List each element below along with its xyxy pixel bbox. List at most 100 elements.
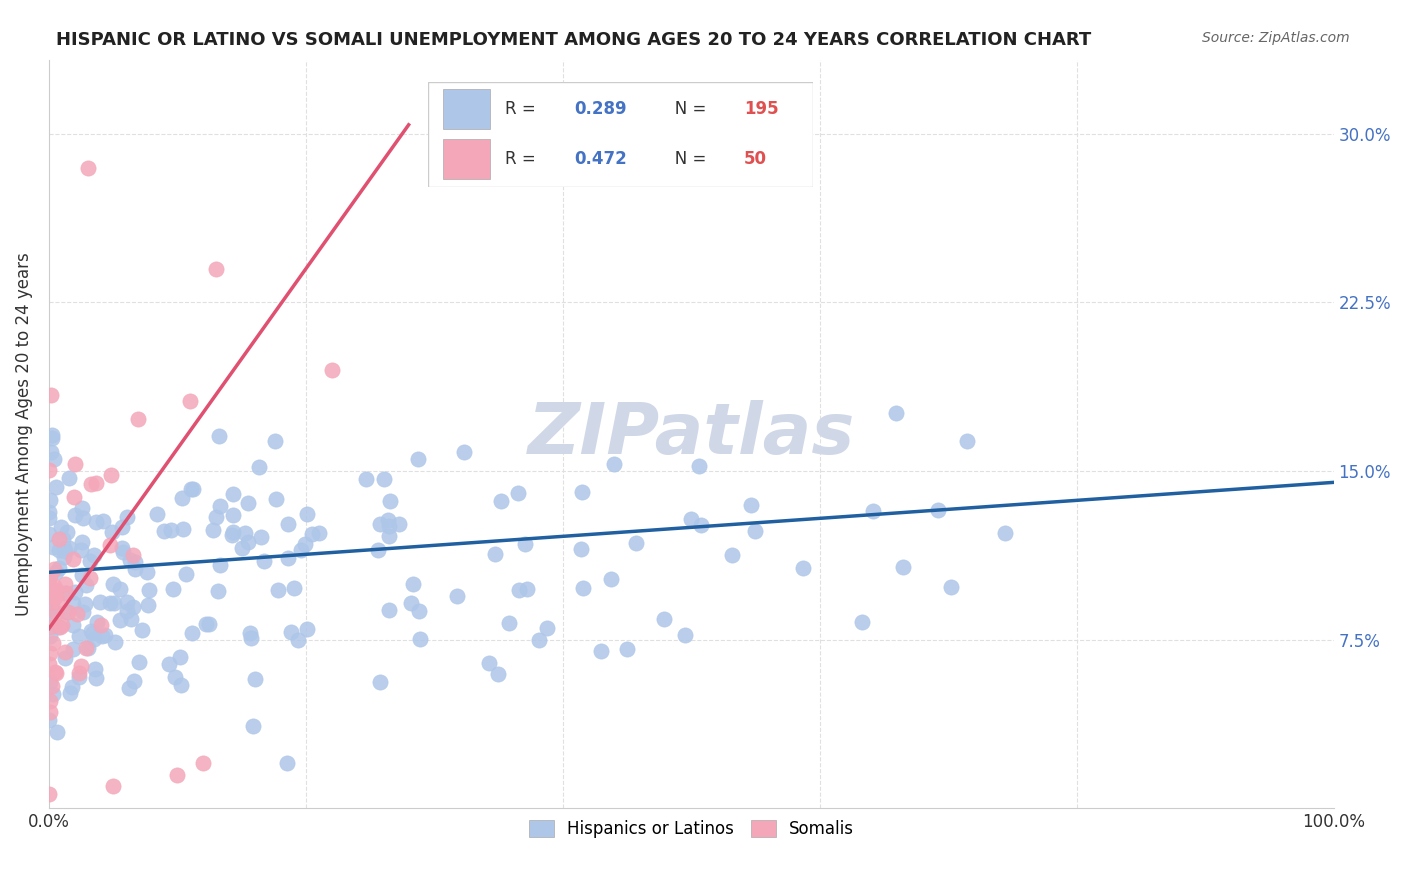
Point xyxy=(117,681,139,695)
Point xyxy=(39,595,62,609)
Point xyxy=(162,582,184,596)
Point xyxy=(170,678,193,692)
Point xyxy=(72,567,94,582)
Point xyxy=(63,490,86,504)
Point xyxy=(891,559,914,574)
Point xyxy=(51,618,73,632)
Point xyxy=(128,655,150,669)
Point xyxy=(169,650,191,665)
Text: ZIPatlas: ZIPatlas xyxy=(527,400,855,468)
Point xyxy=(45,582,67,597)
Y-axis label: Unemployment Among Ages 20 to 24 years: Unemployment Among Ages 20 to 24 years xyxy=(15,252,32,615)
Point xyxy=(100,596,122,610)
Point xyxy=(46,620,69,634)
Point xyxy=(406,451,429,466)
Point xyxy=(242,719,264,733)
Point xyxy=(571,485,593,500)
Point xyxy=(72,510,94,524)
Point xyxy=(287,633,309,648)
Point xyxy=(569,542,592,557)
Point xyxy=(41,431,63,445)
Point xyxy=(38,578,60,592)
Point xyxy=(62,552,84,566)
Point xyxy=(204,510,226,524)
Point xyxy=(65,508,87,522)
Point xyxy=(249,530,271,544)
Point xyxy=(38,713,60,727)
Point xyxy=(180,626,202,640)
Point xyxy=(994,526,1017,541)
Point xyxy=(297,507,319,521)
Point xyxy=(65,607,87,621)
Point xyxy=(38,620,60,634)
Point xyxy=(83,632,105,647)
Point xyxy=(138,582,160,597)
Point xyxy=(157,657,180,671)
Point xyxy=(70,535,93,549)
Point xyxy=(120,612,142,626)
Point xyxy=(536,621,558,635)
Point xyxy=(42,540,65,554)
Point xyxy=(191,756,214,771)
Point xyxy=(489,494,512,508)
Point xyxy=(207,583,229,598)
Point xyxy=(486,666,509,681)
Point xyxy=(276,756,298,771)
Point xyxy=(75,641,97,656)
Point xyxy=(120,553,142,567)
Point xyxy=(124,555,146,569)
Point xyxy=(108,613,131,627)
Point xyxy=(73,598,96,612)
Point xyxy=(72,500,94,515)
Point xyxy=(280,625,302,640)
Point xyxy=(283,581,305,595)
Point xyxy=(103,595,125,609)
Point xyxy=(84,662,107,676)
Point xyxy=(239,625,262,640)
Point xyxy=(127,412,149,426)
Point xyxy=(194,617,217,632)
Point xyxy=(163,670,186,684)
Point xyxy=(221,486,243,500)
Point xyxy=(104,635,127,649)
Point xyxy=(42,562,65,576)
Point xyxy=(53,645,76,659)
Point xyxy=(295,622,318,636)
Point xyxy=(48,619,70,633)
Legend: Hispanics or Latinos, Somalis: Hispanics or Latinos, Somalis xyxy=(522,814,860,845)
Point xyxy=(63,585,86,599)
Point xyxy=(39,646,62,660)
Point xyxy=(679,512,702,526)
Point xyxy=(263,434,285,449)
Point xyxy=(690,518,713,533)
Point xyxy=(927,503,949,517)
Point xyxy=(277,516,299,531)
Point xyxy=(76,161,98,175)
Point xyxy=(744,524,766,538)
Point xyxy=(247,459,270,474)
Point xyxy=(294,537,316,551)
Point xyxy=(42,579,65,593)
Point xyxy=(67,629,90,643)
Point xyxy=(79,571,101,585)
Point xyxy=(378,493,401,508)
Point xyxy=(39,445,62,459)
Point xyxy=(115,604,138,618)
Point xyxy=(58,605,80,619)
Point xyxy=(221,527,243,541)
Point xyxy=(508,582,530,597)
Point xyxy=(513,537,536,551)
Point xyxy=(72,606,94,620)
Point xyxy=(378,603,401,617)
Point xyxy=(52,532,75,546)
Point xyxy=(45,565,67,579)
Point xyxy=(67,670,90,684)
Point xyxy=(240,631,263,645)
Point xyxy=(174,567,197,582)
Point xyxy=(135,565,157,579)
Point xyxy=(62,596,84,610)
Point xyxy=(377,513,399,527)
Point xyxy=(720,548,742,562)
Point xyxy=(103,577,125,591)
Point xyxy=(41,679,63,693)
